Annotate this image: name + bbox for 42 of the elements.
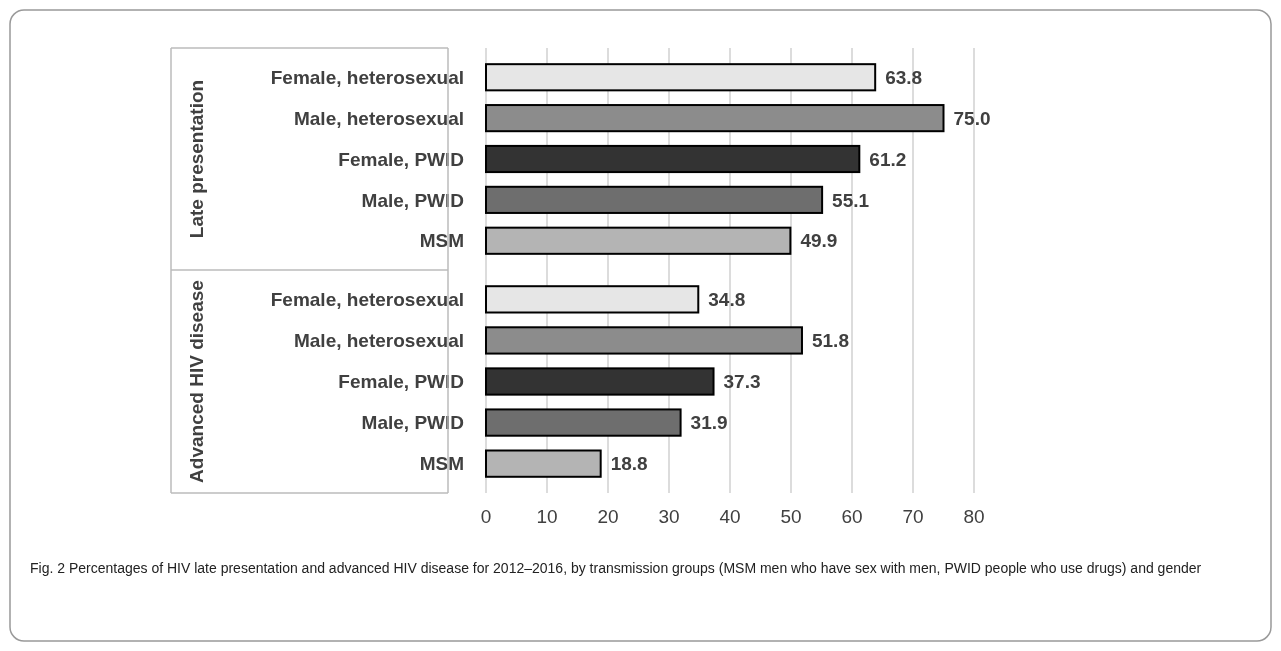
x-tick-label: 60 [841, 506, 863, 527]
data-label: 18.8 [610, 453, 648, 475]
bar [485, 285, 700, 314]
y-tick-label: Male, heterosexual [293, 107, 464, 129]
y-tick-label: Female, heterosexual [270, 289, 464, 311]
y-tick-label: MSM [419, 453, 464, 475]
bar [485, 367, 715, 396]
y-tick-label: Male, PWID [361, 412, 464, 434]
y-tick-label: Female, PWID [338, 371, 464, 393]
x-tick-label: 0 [480, 506, 492, 527]
bar [485, 104, 945, 133]
bar [485, 408, 682, 437]
data-label: 37.3 [723, 371, 761, 393]
bar [485, 449, 602, 478]
caption: Fig. 2 Percentages of HIV late presentation and advanced HIV disease for 2012–2016, by transmission groups (MSM men who have sex with men, PWID people who use drugs) and gender [30, 560, 1202, 576]
x-tick-label: 50 [780, 506, 802, 527]
data-label: 55.1 [832, 189, 870, 211]
bar [485, 326, 803, 355]
bar [485, 63, 877, 92]
data-label: 51.8 [811, 330, 849, 352]
y-tick-label: Male, PWID [361, 189, 464, 211]
bar [485, 144, 861, 174]
x-tick-label: 10 [536, 506, 558, 527]
bar [485, 226, 792, 255]
x-tick-label: 70 [902, 506, 924, 527]
data-label: 75.0 [953, 107, 991, 129]
data-label: 63.8 [885, 66, 923, 88]
x-tick-label: 80 [963, 506, 985, 527]
y-tick-label: MSM [419, 230, 464, 252]
data-label: 61.2 [869, 148, 907, 170]
y-tick-label: Male, heterosexual [293, 330, 464, 352]
y-tick-label: Female, PWID [338, 148, 464, 170]
y-axis-title: Advanced HIV disease [185, 280, 207, 483]
data-label: 49.9 [800, 230, 838, 252]
data-label: 34.8 [708, 289, 746, 311]
bar [485, 185, 824, 214]
y-tick-label: Female, heterosexual [270, 66, 464, 88]
x-tick-label: 20 [597, 506, 619, 527]
x-tick-label: 40 [719, 506, 741, 527]
x-tick-label: 30 [658, 506, 680, 527]
y-axis-title: Late presentation [185, 79, 207, 239]
data-label: 31.9 [690, 412, 728, 434]
